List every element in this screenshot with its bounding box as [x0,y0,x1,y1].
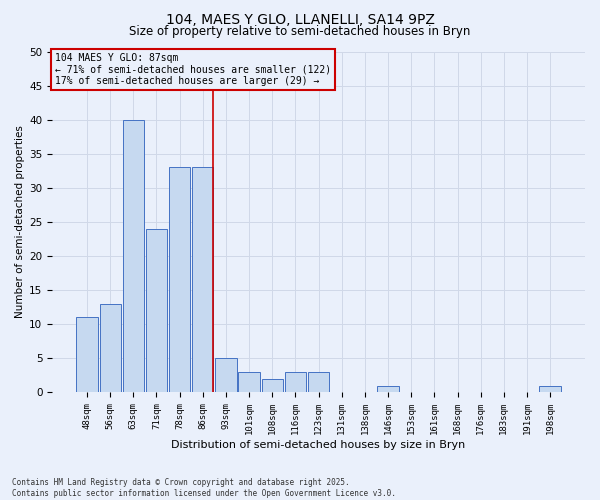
Bar [262,379,283,392]
X-axis label: Distribution of semi-detached houses by size in Bryn: Distribution of semi-detached houses by … [172,440,466,450]
Bar [192,168,214,392]
Bar [122,120,144,392]
Text: 104 MAES Y GLO: 87sqm
← 71% of semi-detached houses are smaller (122)
17% of sem: 104 MAES Y GLO: 87sqm ← 71% of semi-deta… [55,53,331,86]
Bar [146,229,167,392]
Bar [377,386,398,392]
Bar [169,168,190,392]
Bar [308,372,329,392]
Bar [539,386,561,392]
Bar [76,318,98,392]
Text: Size of property relative to semi-detached houses in Bryn: Size of property relative to semi-detach… [130,25,470,38]
Bar [285,372,306,392]
Bar [238,372,260,392]
Text: Contains HM Land Registry data © Crown copyright and database right 2025.
Contai: Contains HM Land Registry data © Crown c… [12,478,396,498]
Bar [100,304,121,392]
Text: 104, MAES Y GLO, LLANELLI, SA14 9PZ: 104, MAES Y GLO, LLANELLI, SA14 9PZ [166,12,434,26]
Bar [215,358,236,392]
Y-axis label: Number of semi-detached properties: Number of semi-detached properties [15,126,25,318]
